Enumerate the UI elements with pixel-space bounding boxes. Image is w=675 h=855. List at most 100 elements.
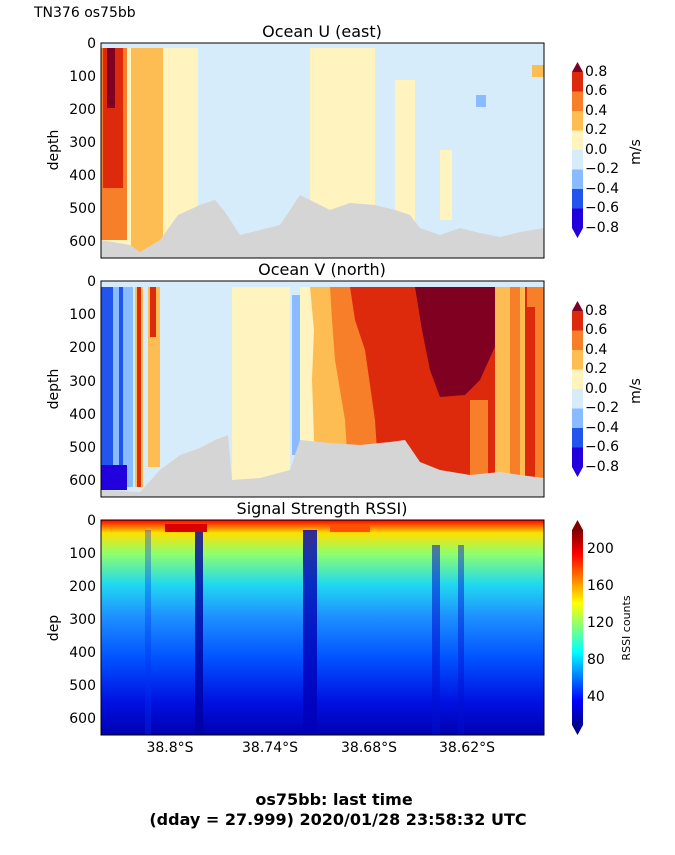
colorbar-rssi-tick: 200 bbox=[587, 541, 614, 557]
colorbar-v-label: m/s bbox=[628, 378, 644, 404]
colorbar-v-tick: 0.2 bbox=[585, 361, 607, 377]
colorbar-cap-min bbox=[572, 467, 583, 477]
colorbar-v-tick: −0.6 bbox=[585, 439, 619, 455]
x-tick-label: 38.8°S bbox=[146, 740, 193, 756]
colorbar-segment bbox=[572, 350, 583, 370]
panel-ocean-v: Ocean V (north) bbox=[46, 260, 644, 498]
colorbar-segment bbox=[572, 189, 583, 209]
v-cell bbox=[232, 287, 290, 487]
colorbar-u-label: m/s bbox=[628, 139, 644, 165]
panel-rssi: Signal Strength RSSI) 0 100 200 300 400 … bbox=[46, 499, 633, 756]
u-field bbox=[101, 43, 544, 258]
colorbar-segment bbox=[572, 72, 583, 92]
rssi-surface-peak bbox=[330, 524, 370, 532]
colorbar-v-tick: −0.8 bbox=[585, 459, 619, 475]
y-tick-label-v: 400 bbox=[69, 407, 96, 423]
v-cell bbox=[101, 287, 113, 487]
footer-line-2: (dday = 27.999) 2020/01/28 23:58:32 UTC bbox=[149, 810, 526, 829]
colorbar-segment bbox=[572, 330, 583, 350]
colorbar-segment bbox=[572, 428, 583, 448]
colorbar-rssi-label: RSSI counts bbox=[620, 595, 633, 660]
u-cell bbox=[107, 48, 115, 108]
colorbar-rssi-max-cap bbox=[572, 520, 583, 530]
x-tick-label: 38.74°S bbox=[242, 740, 298, 756]
panel-title-rssi: Signal Strength RSSI) bbox=[237, 499, 408, 518]
panel-ocean-u: Ocean U (east) 0 100 200 300 400 500 600 bbox=[46, 22, 644, 259]
y-tick-label-u: 400 bbox=[69, 168, 96, 184]
plot-frame-rssi bbox=[100, 519, 545, 736]
colorbar-segment bbox=[572, 130, 583, 150]
colorbar-segment bbox=[572, 408, 583, 428]
y-tick-label-rssi: 400 bbox=[69, 645, 96, 661]
colorbar-u-tick: 0.8 bbox=[585, 64, 607, 80]
y-tick-label-rssi: 0 bbox=[87, 513, 96, 529]
colorbar-rssi-tick: 80 bbox=[587, 652, 605, 668]
panel-title-v: Ocean V (north) bbox=[258, 260, 386, 279]
v-bottom-mask bbox=[101, 435, 544, 497]
u-cell bbox=[395, 80, 415, 250]
v-cell bbox=[527, 287, 535, 467]
y-tick-label-v: 500 bbox=[69, 440, 96, 456]
colorbar-u-tick: 0.6 bbox=[585, 83, 607, 99]
colorbar-v-tick: −0.2 bbox=[585, 400, 619, 416]
colorbar-cap-min bbox=[572, 228, 583, 238]
colorbar-segment bbox=[572, 91, 583, 111]
v-cell bbox=[150, 287, 156, 337]
panel-title-u: Ocean U (east) bbox=[262, 22, 382, 41]
y-tick-label-u: 100 bbox=[69, 69, 96, 85]
y-axis-label-rssi: dep bbox=[46, 615, 62, 642]
colorbar-segment bbox=[572, 369, 583, 389]
colorbar-segment bbox=[572, 169, 583, 189]
rssi-streak bbox=[195, 530, 203, 735]
rssi-field bbox=[101, 520, 544, 735]
colorbar-u-swatches bbox=[572, 62, 583, 238]
u-cell bbox=[476, 95, 486, 107]
colorbar-u-tick: −0.8 bbox=[585, 220, 619, 236]
colorbar-u-tick: −0.4 bbox=[585, 181, 619, 197]
colorbar-segment bbox=[572, 311, 583, 331]
colorbar-v-tick: 0.4 bbox=[585, 342, 607, 358]
y-tick-label-rssi: 100 bbox=[69, 546, 96, 562]
y-tick-label-v: 200 bbox=[69, 340, 96, 356]
y-tick-label-u: 200 bbox=[69, 102, 96, 118]
v-cell bbox=[123, 287, 133, 487]
colorbar-rssi-tick: 160 bbox=[587, 578, 614, 594]
colorbar-segment bbox=[572, 150, 583, 170]
v-cell bbox=[470, 400, 488, 497]
x-axis-rssi: 38.8°S 38.74°S 38.68°S 38.62°S bbox=[146, 740, 495, 756]
y-tick-label-rssi: 300 bbox=[69, 612, 96, 628]
footer-line-1: os75bb: last time bbox=[255, 790, 412, 809]
y-tick-label-v: 0 bbox=[87, 274, 96, 290]
rssi-gradient bbox=[101, 520, 544, 735]
u-cell bbox=[440, 150, 452, 220]
rssi-surface-peak bbox=[165, 524, 207, 532]
y-axis-label-u: depth bbox=[46, 130, 62, 171]
y-tick-label-v: 100 bbox=[69, 307, 96, 323]
v-surface-band bbox=[101, 281, 544, 287]
colorbar-rssi-tick: 40 bbox=[587, 689, 605, 705]
v-cell bbox=[113, 287, 119, 487]
v-cell bbox=[101, 465, 127, 490]
y-tick-label-u: 600 bbox=[69, 234, 96, 250]
y-tick-label-u: 300 bbox=[69, 135, 96, 151]
colorbar-v-tick: −0.4 bbox=[585, 420, 619, 436]
u-cell bbox=[532, 65, 544, 77]
v-cell bbox=[119, 287, 123, 487]
y-axis-v: 0 100 200 300 400 500 600 bbox=[69, 274, 96, 489]
u-bottom-mask bbox=[101, 195, 544, 258]
v-cell bbox=[292, 295, 300, 455]
y-tick-label-rssi: 600 bbox=[69, 711, 96, 727]
colorbar-v-tick: 0.8 bbox=[585, 303, 607, 319]
y-tick-label-rssi: 200 bbox=[69, 579, 96, 595]
y-tick-label-u: 500 bbox=[69, 201, 96, 217]
colorbar-segment bbox=[572, 447, 583, 467]
colorbar-u: 0.8 0.6 0.4 0.2 0.0 −0.2 −0.4 −0.6 −0.8 … bbox=[572, 62, 644, 238]
u-cell bbox=[131, 48, 163, 253]
v-cell bbox=[137, 287, 141, 487]
y-tick-label-rssi: 500 bbox=[69, 678, 96, 694]
plot-frame-u bbox=[100, 42, 545, 259]
cruise-label: TN376 os75bb bbox=[33, 5, 136, 21]
colorbar-rssi: 200 160 120 80 40 RSSI counts bbox=[572, 520, 633, 735]
y-axis-u: 0 100 200 300 400 500 600 bbox=[69, 36, 96, 250]
